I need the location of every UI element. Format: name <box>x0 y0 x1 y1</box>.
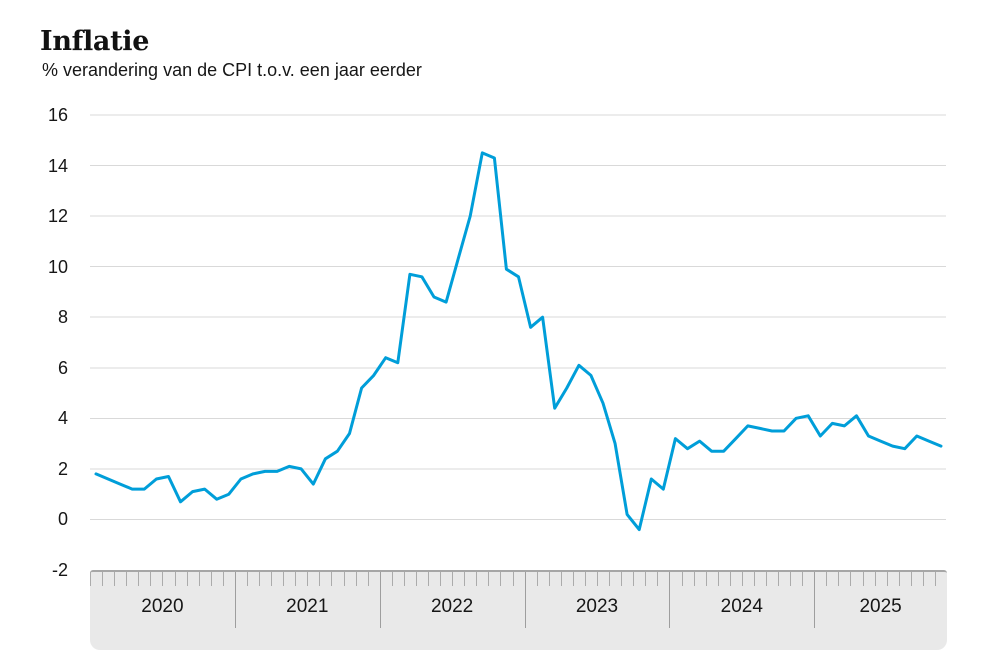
month-tick <box>271 572 273 586</box>
y-axis-tick-label: 10 <box>47 256 68 277</box>
month-tick <box>126 572 128 586</box>
month-tick <box>898 572 900 586</box>
month-tick <box>609 572 610 586</box>
month-tick <box>295 572 297 586</box>
month-tick <box>741 572 743 586</box>
y-axis-tick-label: 6 <box>57 357 68 378</box>
month-tick <box>572 572 574 586</box>
month-tick <box>922 572 924 586</box>
month-tick <box>717 572 719 586</box>
month-tick <box>910 572 912 586</box>
month-tick <box>548 572 550 586</box>
month-tick <box>681 572 683 586</box>
x-axis-year-label: 2025 <box>859 596 902 617</box>
month-tick <box>319 572 321 586</box>
month-tick <box>90 572 91 586</box>
month-tick <box>584 572 586 586</box>
month-tick <box>452 572 454 586</box>
page-title: Inflatie <box>40 26 150 58</box>
month-tick <box>500 572 502 586</box>
month-tick <box>102 572 104 586</box>
month-tick <box>802 572 804 586</box>
year-separator <box>234 572 236 628</box>
month-tick <box>512 572 514 586</box>
chart-subtitle: % verandering van de CPI t.o.v. een jaar… <box>42 60 422 80</box>
month-tick <box>886 572 888 586</box>
month-tick <box>114 572 116 586</box>
month-tick <box>464 572 466 586</box>
x-axis-year-label: 2020 <box>141 596 184 617</box>
month-tick <box>150 572 152 586</box>
year-separator <box>814 572 816 628</box>
month-tick <box>874 572 876 586</box>
month-tick <box>186 572 188 586</box>
month-tick <box>790 572 792 586</box>
month-tick <box>657 572 659 586</box>
month-tick <box>560 572 562 586</box>
month-tick <box>440 572 441 586</box>
month-tick <box>633 572 635 586</box>
month-tick <box>934 572 936 586</box>
month-tick <box>367 572 369 586</box>
month-tick <box>645 572 647 586</box>
month-tick <box>838 572 840 586</box>
month-tick <box>729 572 731 586</box>
month-tick <box>476 572 478 586</box>
month-tick <box>778 572 779 586</box>
month-tick <box>259 572 260 586</box>
month-tick <box>428 572 429 586</box>
month-tick <box>415 572 417 586</box>
month-tick <box>246 572 248 586</box>
month-tick <box>343 572 345 586</box>
month-tick <box>198 572 200 586</box>
year-separator <box>379 572 381 628</box>
y-axis-tick-label: 2 <box>57 458 68 479</box>
month-tick <box>862 572 864 586</box>
month-tick <box>765 572 767 586</box>
month-tick <box>391 572 393 586</box>
month-tick <box>536 572 538 586</box>
month-tick <box>331 572 333 586</box>
month-tick <box>693 572 695 586</box>
x-axis-year-label: 2024 <box>720 596 763 617</box>
month-tick <box>283 572 285 586</box>
month-tick <box>488 572 490 586</box>
month-tick <box>850 572 852 586</box>
month-tick <box>403 572 405 586</box>
month-tick <box>174 572 176 586</box>
x-axis-band: 2020 2021 2022 2023 2024 2025 <box>90 570 947 650</box>
month-tick <box>621 572 623 586</box>
y-axis-tick-label: 4 <box>57 408 68 429</box>
month-tick <box>753 572 755 586</box>
month-tick <box>162 572 164 586</box>
y-axis-tick-label: 0 <box>57 509 68 530</box>
x-axis-year-label: 2021 <box>286 596 329 617</box>
y-axis-tick-label: -2 <box>51 560 68 580</box>
year-separator <box>669 572 671 628</box>
month-tick <box>826 572 828 586</box>
month-tick <box>138 572 140 586</box>
month-tick <box>210 572 212 586</box>
y-axis-tick-label: 16 <box>47 105 68 125</box>
y-axis-tick-label: 12 <box>47 206 68 227</box>
y-axis-tick-label: 14 <box>47 155 68 176</box>
x-axis-year-label: 2023 <box>575 596 619 617</box>
year-separator <box>524 572 526 628</box>
month-tick <box>597 572 598 586</box>
month-tick <box>705 572 707 586</box>
y-axis-tick-label: 8 <box>57 307 68 328</box>
month-tick <box>307 572 309 586</box>
month-tick <box>222 572 224 586</box>
x-axis-year-label: 2022 <box>430 596 474 617</box>
month-tick <box>355 572 357 586</box>
